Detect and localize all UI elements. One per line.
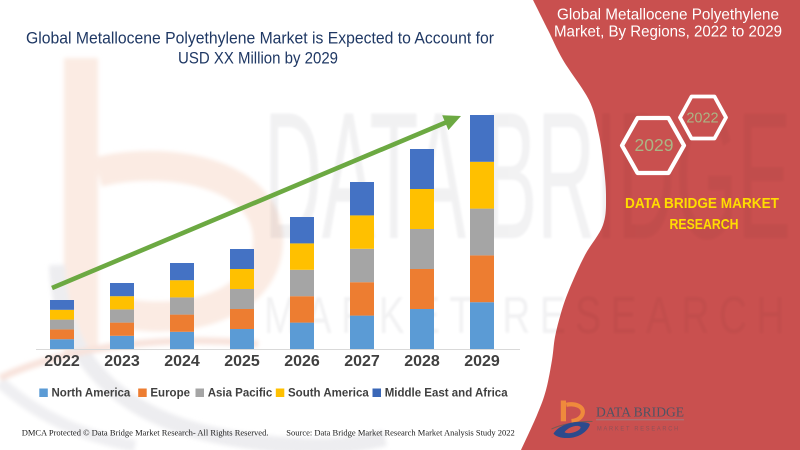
svg-text:DATA BRIDGE: DATA BRIDGE <box>596 405 684 420</box>
svg-text:2026: 2026 <box>284 353 320 370</box>
svg-text:2029: 2029 <box>635 135 674 155</box>
svg-text:DMCA Protected © Data Bridge M: DMCA Protected © Data Bridge Market Rese… <box>22 427 269 437</box>
svg-text:2022: 2022 <box>686 111 718 127</box>
svg-text:North America: North America <box>52 388 131 400</box>
svg-text:MARKET RESEARCH: MARKET RESEARCH <box>264 287 794 345</box>
svg-text:Global Metallocene Polyethylen: Global Metallocene Polyethylene <box>557 7 779 24</box>
svg-text:Market, By Regions, 2022 to 20: Market, By Regions, 2022 to 2029 <box>554 24 782 41</box>
svg-text:2024: 2024 <box>164 353 200 370</box>
svg-text:Source: Data Bridge Market Res: Source: Data Bridge Market Research Mark… <box>286 427 515 437</box>
svg-text:MARKET RESEARCH: MARKET RESEARCH <box>597 426 680 433</box>
svg-text:Europe: Europe <box>150 388 190 400</box>
svg-text:Asia Pacific: Asia Pacific <box>208 388 273 400</box>
svg-text:Global Metallocene Polyethylen: Global Metallocene Polyethylene Market i… <box>26 29 494 48</box>
svg-text:2027: 2027 <box>344 353 380 370</box>
svg-text:DATA BRIDGE MARKET: DATA BRIDGE MARKET <box>625 195 779 212</box>
svg-text:2025: 2025 <box>224 353 260 370</box>
svg-text:RESEARCH: RESEARCH <box>670 216 739 233</box>
svg-text:USD XX Million by 2029: USD XX Million by 2029 <box>178 49 338 68</box>
svg-text:South America: South America <box>288 388 369 400</box>
svg-text:2023: 2023 <box>104 353 140 370</box>
svg-text:2029: 2029 <box>464 353 500 370</box>
svg-text:Middle East and Africa: Middle East and Africa <box>385 388 509 400</box>
svg-text:2022: 2022 <box>44 353 80 370</box>
svg-text:2028: 2028 <box>404 353 440 370</box>
